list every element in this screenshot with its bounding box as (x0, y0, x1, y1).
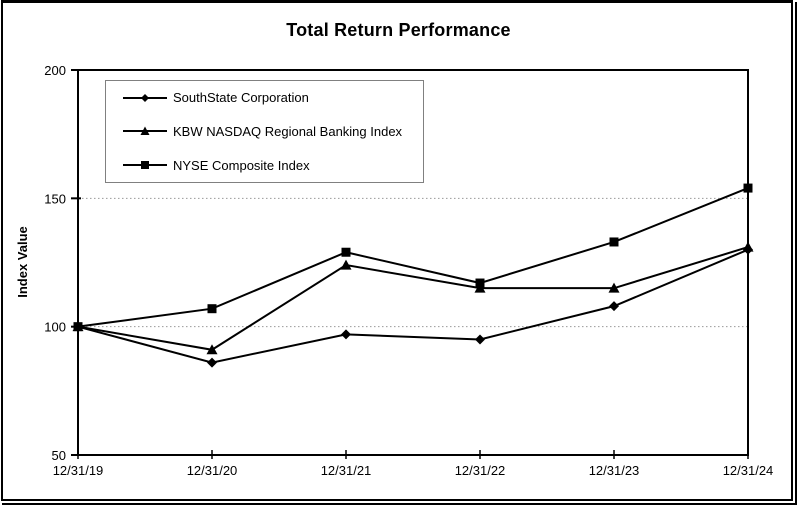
y-tick-label-100: 100 (44, 320, 66, 335)
data-point-square-12/31/21 (341, 247, 351, 257)
y-tick-label-200: 200 (44, 63, 66, 78)
square-series-icon (123, 161, 167, 170)
x-tick-label-5: 12/31/24 (723, 463, 774, 478)
data-point-diamond-12/31/21 (341, 329, 351, 340)
chart-legend: SouthState Corporation KBW NASDAQ Region… (105, 80, 424, 183)
y-tick-label-150: 150 (44, 191, 66, 206)
series-line-square (77, 187, 749, 328)
x-tick-label-1: 12/31/20 (187, 463, 238, 478)
data-point-square-12/31/19 (73, 322, 83, 332)
data-point-square-12/31/24 (743, 183, 753, 193)
legend-label: SouthState Corporation (173, 90, 309, 106)
x-tick-label-0: 12/31/19 (53, 463, 104, 478)
legend-item-nyse-index: NYSE Composite Index (122, 158, 423, 173)
triangle-series-icon (123, 126, 167, 136)
data-point-diamond-12/31/23 (609, 301, 619, 312)
chart-outer-frame-right-line (795, 2, 797, 505)
data-point-triangle-12/31/20 (206, 344, 218, 355)
data-point-square-12/31/20 (207, 304, 217, 314)
legend-label: NYSE Composite Index (173, 157, 310, 173)
legend-label: KBW NASDAQ Regional Banking Index (173, 123, 403, 139)
legend-item-kbw-index: KBW NASDAQ Regional Banking Index (122, 124, 423, 139)
data-point-triangle-12/31/24 (742, 241, 754, 252)
data-point-triangle-12/31/21 (340, 259, 352, 270)
series-line-triangle (77, 246, 749, 351)
y-tick-label-50: 50 (52, 448, 66, 463)
x-tick-label-2: 12/31/21 (321, 463, 372, 478)
data-point-diamond-12/31/22 (475, 334, 485, 345)
plot-border (77, 69, 749, 456)
chart-outer-frame-bottom-line (2, 503, 797, 505)
data-point-triangle-12/31/23 (608, 282, 620, 293)
series-line-diamond (77, 248, 749, 364)
diamond-series-icon (123, 93, 167, 102)
data-point-triangle-12/31/22 (474, 282, 486, 293)
data-point-diamond-12/31/20 (207, 357, 217, 368)
x-tick-label-4: 12/31/23 (589, 463, 640, 478)
data-point-square-12/31/22 (475, 278, 485, 288)
legend-item-southstate: SouthState Corporation (122, 90, 423, 105)
chart-title: Total Return Performance (286, 20, 511, 40)
x-tick-label-3: 12/31/22 (455, 463, 506, 478)
data-point-square-12/31/23 (609, 237, 619, 247)
